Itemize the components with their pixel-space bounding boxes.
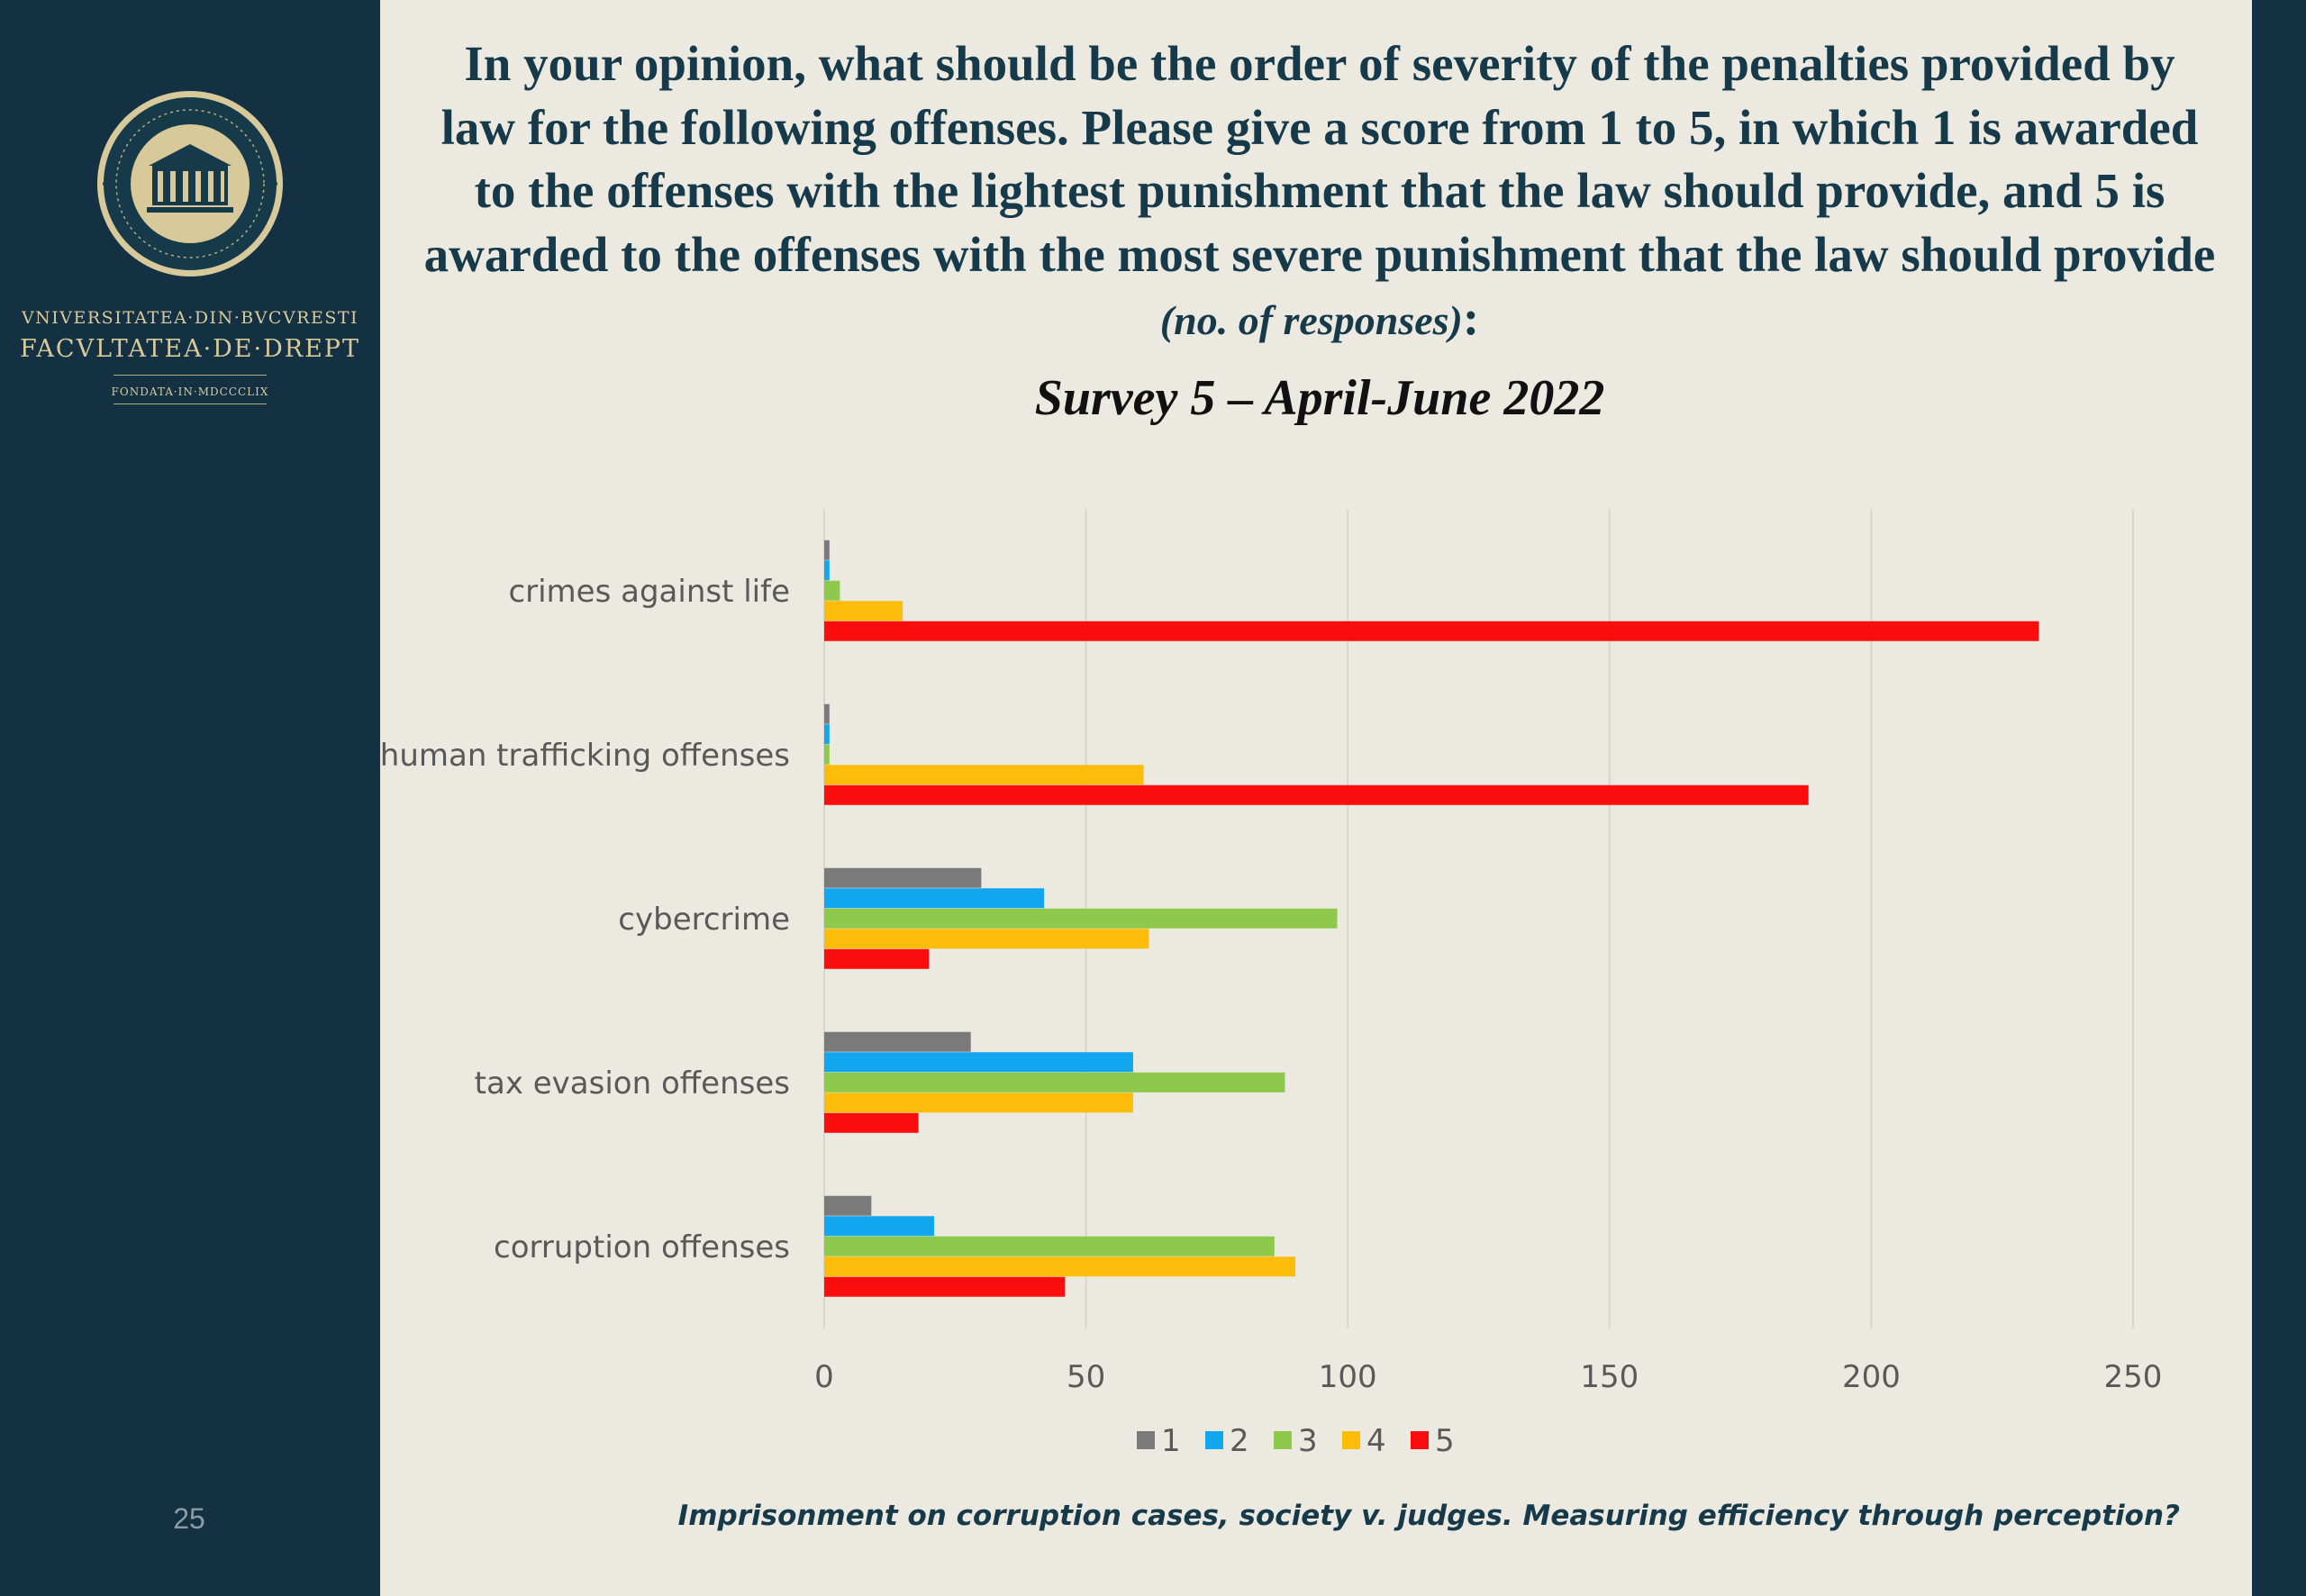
legend-swatch — [1274, 1431, 1292, 1449]
category-label: cybercrime — [618, 902, 790, 938]
bar — [824, 908, 1338, 929]
brand-founded-line: FONDATA·IN·MDCCCLIX — [111, 385, 269, 398]
bar — [824, 1072, 1285, 1093]
bar — [824, 703, 830, 724]
bar — [824, 1195, 872, 1216]
x-tick-label: 50 — [1067, 1359, 1105, 1395]
bar — [824, 724, 830, 745]
legend-label: 4 — [1366, 1423, 1386, 1459]
category-label: tax evasion offenses — [475, 1066, 790, 1102]
bar — [824, 765, 1144, 785]
right-edge-strip — [2252, 0, 2306, 1596]
category-label: corruption offenses — [494, 1229, 790, 1265]
x-tick-label: 100 — [1319, 1359, 1377, 1395]
university-seal-icon — [97, 91, 283, 277]
category-label: human trafficking offenses — [380, 738, 790, 774]
legend-label: 2 — [1230, 1423, 1249, 1459]
legend-swatch — [1205, 1431, 1223, 1449]
bar — [824, 744, 830, 765]
bar — [824, 1031, 971, 1052]
bar — [824, 1256, 1296, 1277]
bar — [824, 867, 982, 888]
bar — [824, 1216, 935, 1237]
bar — [824, 580, 840, 601]
legend-swatch — [1342, 1431, 1360, 1449]
brand-faculty-name: FACVLTATEA·DE·DREPT — [20, 335, 360, 363]
legend-swatch — [1137, 1431, 1155, 1449]
title-main-text: In your opinion, what should be the orde… — [423, 36, 2216, 282]
x-tick-label: 0 — [814, 1359, 834, 1395]
bar — [824, 929, 1149, 949]
category-label: crimes against life — [508, 574, 790, 610]
slide-subtitle: Survey 5 – April-June 2022 — [1034, 370, 1605, 426]
bar — [824, 784, 1809, 805]
bar — [824, 540, 830, 560]
bar — [824, 1112, 919, 1133]
footer-caption: Imprisonment on corruption cases, societ… — [677, 1500, 2180, 1532]
bar — [824, 888, 1045, 909]
x-tick-label: 150 — [1580, 1359, 1639, 1395]
bar — [824, 1276, 1066, 1297]
legend-label: 1 — [1161, 1423, 1181, 1459]
page-number: 25 — [173, 1502, 205, 1535]
bar — [824, 1236, 1275, 1256]
x-tick-label: 250 — [2104, 1359, 2163, 1395]
legend-label: 5 — [1435, 1423, 1455, 1459]
brand-university-name: VNIVERSITATEA·DIN·BVCVRESTI — [21, 308, 359, 328]
brand-divider — [113, 375, 267, 376]
bar — [824, 948, 930, 969]
x-tick-label: 200 — [1842, 1359, 1901, 1395]
bar — [824, 1093, 1133, 1113]
slide-title: In your opinion, what should be the orde… — [423, 32, 2216, 353]
bar — [824, 601, 903, 621]
sidebar: VNIVERSITATEA·DIN·BVCVRESTI FACVLTATEA·D… — [0, 0, 380, 1596]
bar — [824, 1052, 1133, 1073]
title-end: : — [1462, 290, 1480, 345]
title-note: (no. of responses) — [1159, 297, 1463, 343]
bar — [824, 560, 830, 581]
legend-label: 3 — [1298, 1423, 1318, 1459]
legend-swatch — [1411, 1431, 1429, 1449]
bar — [824, 621, 2039, 641]
